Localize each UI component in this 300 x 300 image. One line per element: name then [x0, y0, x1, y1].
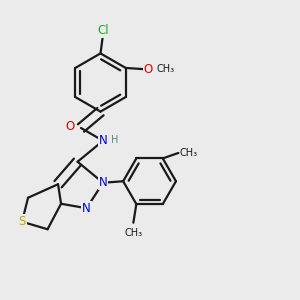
Text: O: O [65, 120, 74, 133]
Text: O: O [144, 63, 153, 76]
Text: N: N [82, 202, 91, 215]
Text: CH₃: CH₃ [180, 148, 198, 158]
Text: S: S [18, 215, 26, 228]
Text: Cl: Cl [98, 24, 109, 38]
Text: N: N [99, 176, 107, 189]
Text: N: N [99, 134, 107, 147]
Text: H: H [111, 135, 119, 145]
Text: CH₃: CH₃ [156, 64, 174, 74]
Text: CH₃: CH₃ [124, 228, 142, 238]
